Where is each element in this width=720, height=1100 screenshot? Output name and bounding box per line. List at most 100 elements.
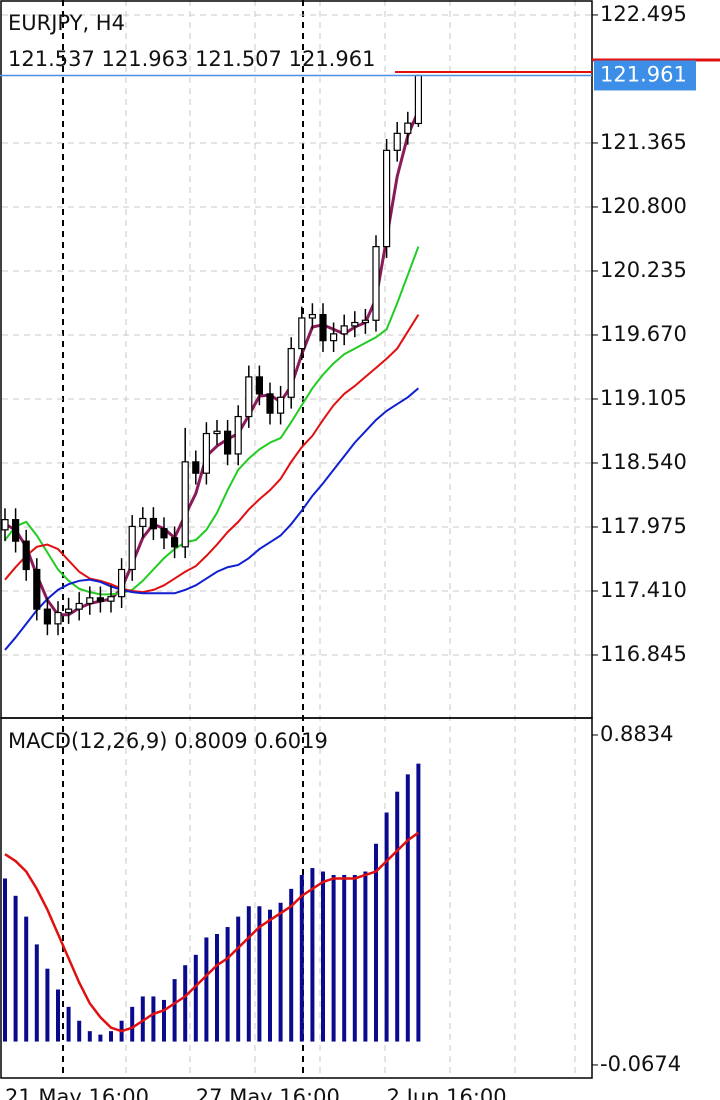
- ohlc-row: 121.537 121.963 121.507 121.961: [8, 47, 375, 71]
- macd-bar: [405, 774, 410, 1042]
- vertical-grid: [62, 0, 576, 1078]
- candle-body: [54, 611, 62, 625]
- macd-bar: [416, 763, 421, 1042]
- candle-body: [393, 132, 401, 151]
- candle-body: [86, 597, 94, 605]
- candle-body: [107, 596, 115, 602]
- macd-bar: [130, 1006, 135, 1042]
- macd-bar: [3, 878, 7, 1042]
- macd-bar: [77, 1020, 82, 1042]
- price-label-box: [594, 60, 696, 91]
- candle-body: [351, 321, 359, 327]
- macd-bar: [162, 999, 166, 1042]
- signal-line: [4, 831, 420, 1033]
- y-tick-label: 119.670: [600, 322, 687, 346]
- macd-bar: [34, 944, 39, 1042]
- y-tick-label: 120.235: [600, 258, 687, 282]
- y-tick-label: 0.8834: [600, 722, 673, 746]
- y-tick-label: 121.365: [600, 130, 687, 154]
- macd-title: MACD(12,26,9): [8, 729, 168, 753]
- candle-body: [64, 608, 73, 614]
- high-value: 121.963: [102, 47, 189, 71]
- macd-bar: [331, 874, 336, 1042]
- macd-bar: [246, 906, 251, 1042]
- candle-body: [330, 333, 338, 342]
- macd-bar: [321, 871, 325, 1042]
- candle-body: [287, 347, 295, 398]
- candle-body: [383, 149, 391, 248]
- y-tick-label: 118.540: [600, 450, 687, 474]
- macd-header: MACD(12,26,9) 0.8009 0.6019: [8, 729, 328, 753]
- macd-bar: [56, 989, 60, 1042]
- moving-average: [4, 246, 420, 596]
- moving-average: [4, 314, 420, 594]
- close-value: 121.961: [289, 47, 376, 71]
- y-tick-label: 117.410: [600, 578, 687, 602]
- candle-body: [319, 313, 327, 342]
- candle-body: [361, 319, 369, 324]
- macd-panel-frame: [0, 717, 593, 1079]
- macd-bar: [352, 874, 357, 1042]
- macd-bar: [66, 1006, 71, 1042]
- y-tick-label: -0.0674: [600, 1052, 681, 1076]
- candle-body: [340, 325, 348, 335]
- macd-bar: [278, 902, 283, 1042]
- macd-bar: [268, 909, 272, 1042]
- macd-bar: [109, 1031, 113, 1042]
- macd-bar: [140, 996, 145, 1042]
- candle-body: [234, 415, 242, 455]
- macd-bar: [193, 954, 198, 1042]
- low-value: 121.507: [195, 47, 282, 71]
- moving-average: [4, 110, 420, 617]
- candle-body: [149, 517, 157, 530]
- candle-body: [43, 608, 52, 625]
- macd-bar: [225, 927, 230, 1042]
- macd-bar: [299, 874, 304, 1042]
- macd-bar: [87, 1031, 92, 1042]
- macd-bar: [172, 979, 177, 1042]
- macd-bar: [13, 895, 18, 1042]
- candle-body: [22, 540, 30, 571]
- plot: 122.495 121.365 120.800 120.235 119.670 119.1…: [1, 2, 687, 1100]
- open-value: 121.537: [8, 47, 95, 71]
- x-tick-label: 2 Jun 16:00: [387, 1085, 507, 1100]
- candle-body: [117, 568, 126, 598]
- macd-bar: [384, 812, 389, 1042]
- candle-body: [404, 122, 412, 134]
- macd-bar: [98, 1034, 103, 1042]
- candle-body: [96, 597, 105, 602]
- candle-body: [298, 317, 306, 350]
- macd-bar: [215, 933, 219, 1042]
- candle-body: [213, 430, 221, 435]
- candle-body: [277, 396, 285, 414]
- macd-bar: [289, 888, 294, 1042]
- macd-bar: [204, 937, 209, 1042]
- candle-body: [245, 376, 253, 418]
- moving-average: [4, 387, 420, 651]
- candle-body: [1, 519, 9, 531]
- macd-bar: [395, 791, 400, 1042]
- candle-body: [33, 568, 41, 610]
- macd-bar: [183, 965, 188, 1042]
- y-tick-label: 119.105: [600, 386, 687, 410]
- candle-body: [192, 461, 200, 474]
- macd-bar: [24, 916, 29, 1042]
- x-tick-label: 27 May 16:00: [196, 1085, 340, 1100]
- signal-value: 0.6019: [254, 729, 327, 753]
- symbol-title: EURJPY, H4: [8, 11, 125, 35]
- macd-bar: [151, 996, 156, 1042]
- candle-body: [202, 432, 210, 474]
- candle-body: [308, 313, 316, 319]
- candle-body: [372, 246, 380, 321]
- y-tick-label: 116.845: [600, 642, 687, 666]
- macd-bar: [257, 906, 262, 1042]
- y-tick-label: 120.800: [600, 194, 687, 218]
- candle-body: [171, 537, 179, 548]
- macd-bar: [374, 843, 378, 1042]
- macd-bar: [45, 968, 50, 1042]
- candle-body: [224, 430, 232, 455]
- current-price-label: 121.961: [600, 62, 687, 86]
